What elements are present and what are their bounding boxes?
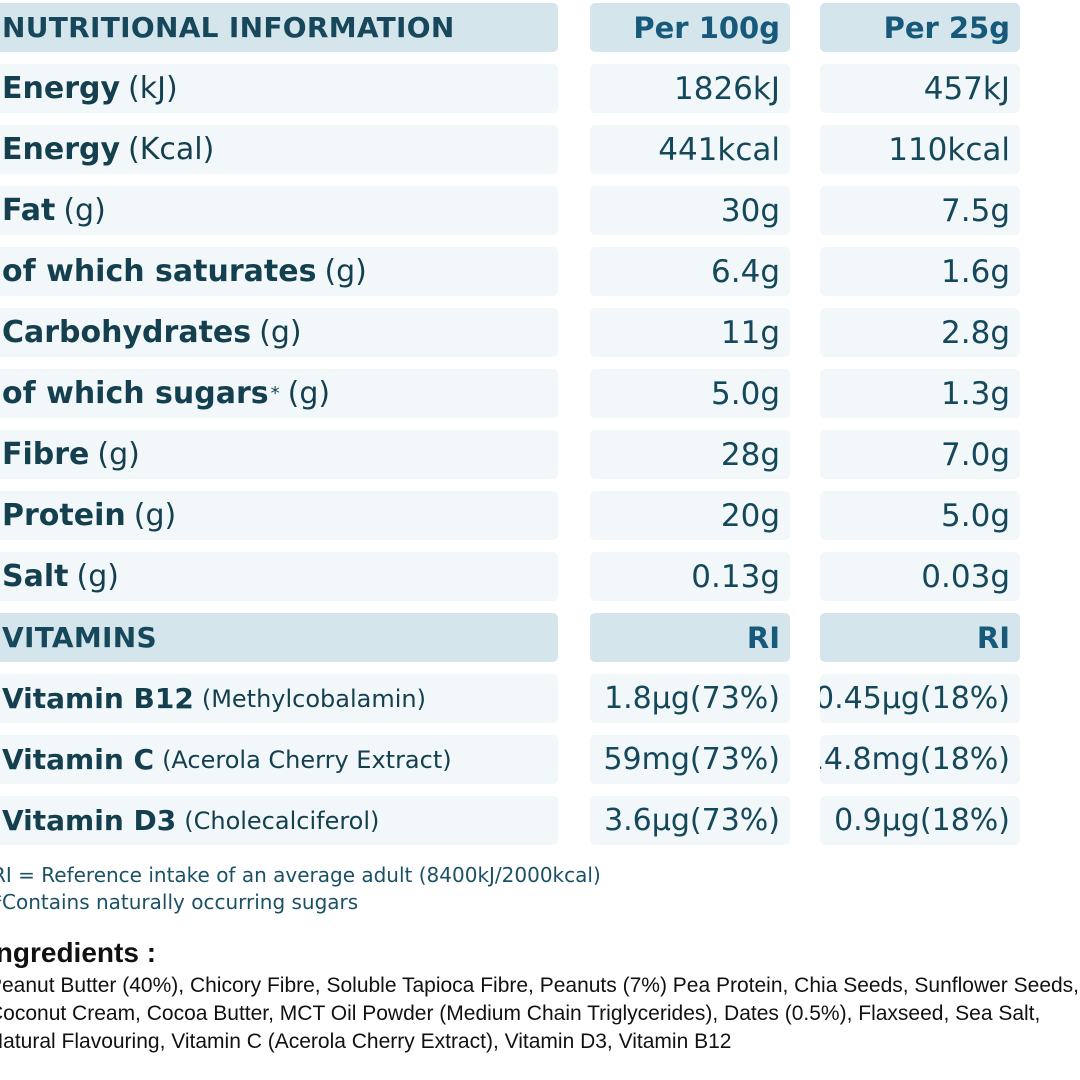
vitamins-header-ri-100g: RI [590, 613, 790, 662]
header-per-25g: Per 25g [820, 3, 1020, 52]
vitamin-name: Vitamin C [2, 743, 155, 776]
value-per-100g: 0.13g [590, 552, 790, 601]
vitamin-source: (Methylcobalamin) [201, 684, 426, 713]
nutrient-name: of which sugars [2, 376, 269, 411]
value-per-25g: 1.6g [820, 247, 1020, 296]
nutrient-name: Salt [2, 559, 69, 594]
table-row: Energy (kJ) 1826kJ 457kJ [0, 64, 1080, 113]
nutrient-unit: (kJ) [128, 71, 178, 106]
value-per-25g: 7.0g [820, 430, 1020, 479]
row-label: of which sugars * (g) [0, 369, 558, 418]
vitamin-name: Vitamin D3 [2, 804, 177, 837]
value-per-100g: 20g [590, 491, 790, 540]
nutrient-unit: (g) [76, 559, 119, 594]
table-header-row: NUTRITIONAL INFORMATION Per 100g Per 25g [0, 3, 1080, 52]
row-label: Energy (kJ) [0, 64, 558, 113]
nutrient-unit: (g) [133, 498, 177, 533]
vitamin-row: Vitamin C (Acerola Cherry Extract) 59mg(7… [0, 735, 1080, 784]
value-per-25g: 0.03g [820, 552, 1020, 601]
nutrient-unit: (g) [259, 315, 302, 350]
table-row: Energy (Kcal) 441kcal 110kcal [0, 125, 1080, 174]
value-per-100g: 3.6µg(73%) [590, 796, 790, 845]
vitamin-source: (Acerola Cherry Extract) [162, 745, 452, 774]
value-per-100g: 11g [590, 308, 790, 357]
row-label: Carbohydrates (g) [0, 308, 558, 357]
header-per-100g: Per 100g [590, 3, 790, 52]
value-per-100g: 30g [590, 186, 790, 235]
table-row: Protein (g) 20g 5.0g [0, 491, 1080, 540]
value-per-25g: 0.9µg(18%) [820, 796, 1020, 845]
table-row: Fibre (g) 28g 7.0g [0, 430, 1080, 479]
value-per-100g: 5.0g [590, 369, 790, 418]
row-label: Vitamin C (Acerola Cherry Extract) [0, 735, 558, 784]
table-row: Carbohydrates (g) 11g 2.8g [0, 308, 1080, 357]
vitamin-row: Vitamin B12 (Methylcobalamin) 1.8µg(73%) … [0, 674, 1080, 723]
nutrient-unit: (g) [97, 437, 140, 472]
vitamin-source: (Cholecalciferol) [184, 806, 380, 835]
row-label: Fibre (g) [0, 430, 558, 479]
footnotes: RI = Reference intake of an average adul… [0, 862, 601, 916]
nutrient-unit: (Kcal) [128, 132, 215, 167]
ingredients-title: Ingredients : [0, 937, 157, 968]
vitamin-name: Vitamin B12 [2, 682, 194, 715]
vitamins-header-row: VITAMINS RI RI [0, 613, 1080, 662]
sugars-note: *Contains naturally occurring sugars [0, 890, 359, 914]
nutrient-name: of which saturates [2, 254, 317, 289]
header-label: NUTRITIONAL INFORMATION [0, 3, 558, 52]
value-per-100g: 28g [590, 430, 790, 479]
vitamins-header-ri-25g: RI [820, 613, 1020, 662]
row-label: Vitamin D3 (Cholecalciferol) [0, 796, 558, 845]
ingredients-section: Ingredients : Peanut Butter (40%), Chico… [0, 936, 1080, 1056]
nutrient-name: Fat [2, 193, 56, 228]
row-label: Salt (g) [0, 552, 558, 601]
table-row: of which saturates (g) 6.4g 1.6g [0, 247, 1080, 296]
nutrient-name: Energy [2, 71, 121, 106]
value-per-100g: 59mg(73%) [590, 735, 790, 784]
row-label: Fat (g) [0, 186, 558, 235]
value-per-25g: 457kJ [820, 64, 1020, 113]
nutrient-unit: (g) [63, 193, 106, 228]
nutrient-name: Carbohydrates [2, 315, 252, 350]
footnote-marker: * [270, 383, 280, 404]
value-per-25g: 1.3g [820, 369, 1020, 418]
row-label: of which saturates (g) [0, 247, 558, 296]
nutrient-name: Fibre [2, 437, 90, 472]
row-label: Energy (Kcal) [0, 125, 558, 174]
value-per-25g: 2.8g [820, 308, 1020, 357]
value-per-100g: 441kcal [590, 125, 790, 174]
nutrient-unit: (g) [287, 376, 331, 411]
nutrient-unit: (g) [324, 254, 367, 289]
table-row: Salt (g) 0.13g 0.03g [0, 552, 1080, 601]
table-row: Fat (g) 30g 7.5g [0, 186, 1080, 235]
value-per-25g: 0.45µg(18%) [820, 674, 1020, 723]
vitamin-row: Vitamin D3 (Cholecalciferol) 3.6µg(73%) 0… [0, 796, 1080, 845]
value-per-100g: 1826kJ [590, 64, 790, 113]
ri-note: RI = Reference intake of an average adul… [0, 863, 601, 887]
value-per-25g: 7.5g [820, 186, 1020, 235]
row-label: Vitamin B12 (Methylcobalamin) [0, 674, 558, 723]
value-per-25g: 110kcal [820, 125, 1020, 174]
table-row: of which sugars * (g) 5.0g 1.3g [0, 369, 1080, 418]
nutrient-name: Protein [2, 498, 126, 533]
nutrient-name: Energy [2, 132, 121, 167]
value-per-100g: 6.4g [590, 247, 790, 296]
row-label: Protein (g) [0, 491, 558, 540]
value-per-25g: 5.0g [820, 491, 1020, 540]
value-per-25g: 14.8mg(18%) [820, 735, 1020, 784]
vitamins-header-label: VITAMINS [0, 613, 558, 662]
ingredients-text: Peanut Butter (40%), Chicory Fibre, Solu… [0, 974, 1080, 1053]
value-per-100g: 1.8µg(73%) [590, 674, 790, 723]
